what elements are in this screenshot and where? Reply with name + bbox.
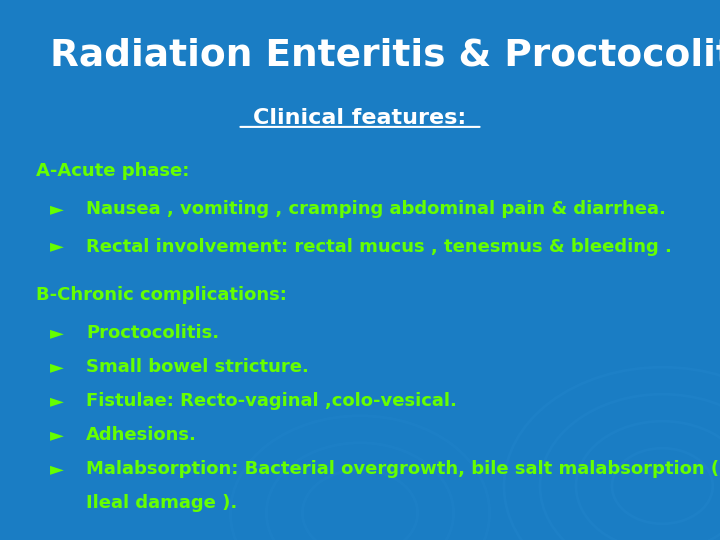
Text: Rectal involvement: rectal mucus , tenesmus & bleeding .: Rectal involvement: rectal mucus , tenes… [86,238,672,255]
Text: ►: ► [50,460,64,478]
Text: ►: ► [50,426,64,444]
Text: ►: ► [50,358,64,376]
Text: ►: ► [50,238,64,255]
Text: Nausea , vomiting , cramping abdominal pain & diarrhea.: Nausea , vomiting , cramping abdominal p… [86,200,666,218]
Text: Small bowel stricture.: Small bowel stricture. [86,358,310,376]
Text: Proctocolitis.: Proctocolitis. [86,324,220,342]
Text: Fistulae: Recto-vaginal ,colo-vesical.: Fistulae: Recto-vaginal ,colo-vesical. [86,392,457,410]
Text: ►: ► [50,392,64,410]
Text: Clinical features:: Clinical features: [253,108,467,128]
Text: Malabsorption: Bacterial overgrowth, bile salt malabsorption (: Malabsorption: Bacterial overgrowth, bil… [86,460,719,478]
Text: Adhesions.: Adhesions. [86,426,197,444]
Text: A-Acute phase:: A-Acute phase: [36,162,189,180]
Text: B-Chronic complications:: B-Chronic complications: [36,286,287,304]
Text: Ileal damage ).: Ileal damage ). [86,494,238,512]
Text: ►: ► [50,324,64,342]
Text: ►: ► [50,200,64,218]
Text: Radiation Enteritis & Proctocolitis: Radiation Enteritis & Proctocolitis [50,38,720,74]
